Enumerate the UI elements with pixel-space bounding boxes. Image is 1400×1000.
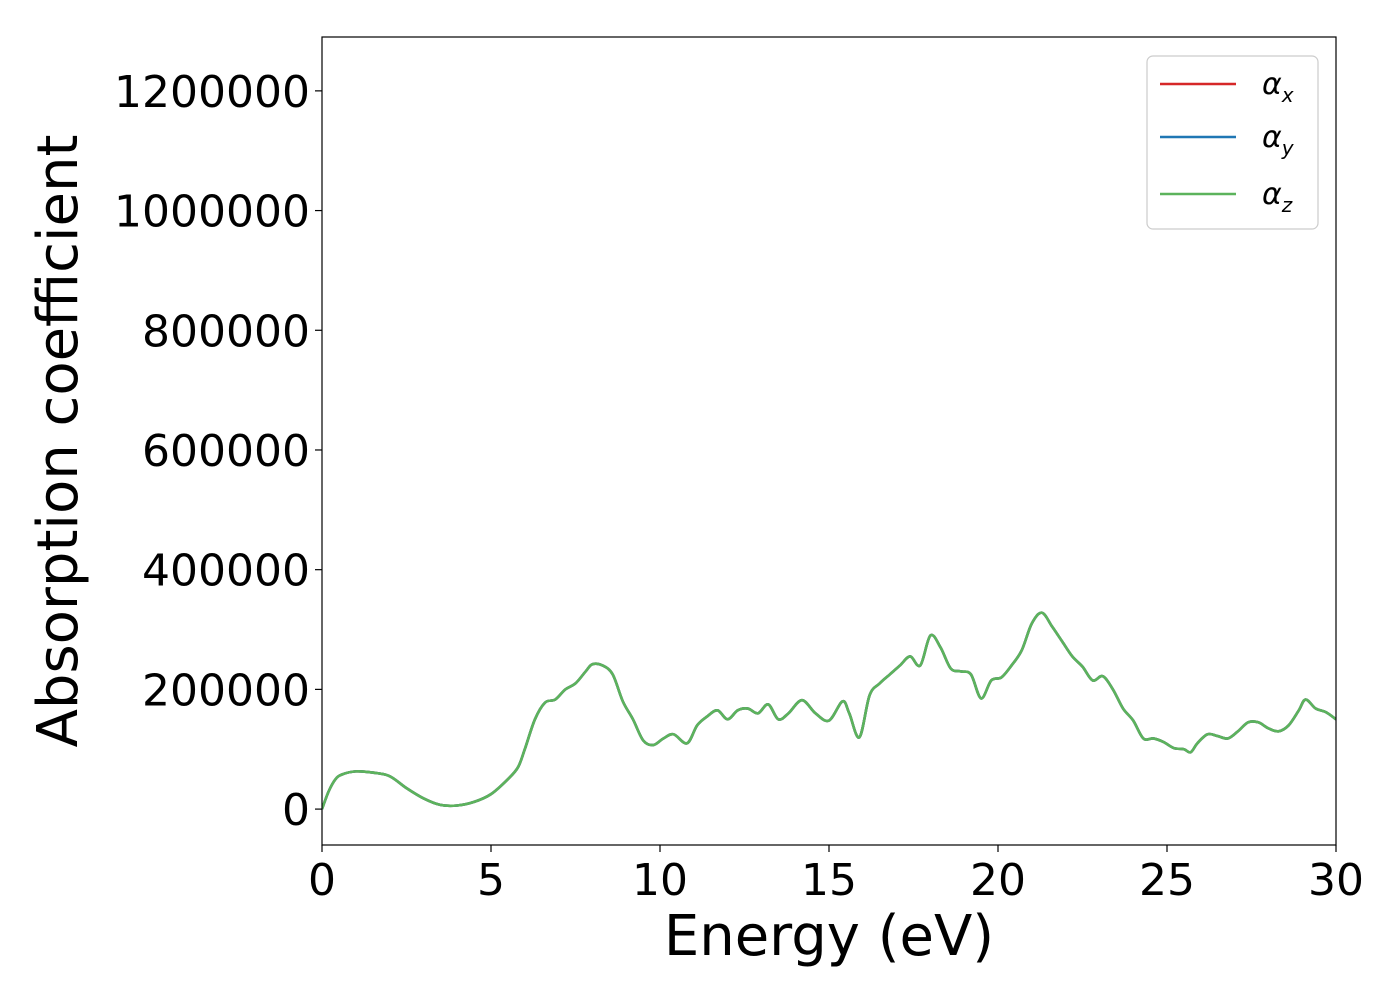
x-tick-label: 20: [970, 855, 1026, 906]
x-tick-label: 30: [1308, 855, 1364, 906]
x-tick-label: 10: [632, 855, 688, 906]
x-axis: 0 5 10 15 20 25 30: [308, 845, 1364, 906]
legend: αx αy αz: [1146, 55, 1319, 230]
legend-subscript-y: y: [1281, 136, 1295, 160]
x-tick-label: 5: [477, 855, 505, 906]
y-tick-label: 1200000: [114, 67, 310, 118]
y-tick-label: 400000: [142, 546, 310, 597]
y-tick-label: 1000000: [114, 187, 310, 238]
x-axis-title: Energy (eV): [664, 904, 994, 969]
legend-subscript-x: x: [1281, 83, 1294, 107]
legend-box: [1146, 55, 1319, 230]
x-tick-label: 0: [308, 855, 336, 906]
y-tick-label: 800000: [142, 306, 310, 357]
y-tick-label: 200000: [142, 665, 310, 716]
series-layer: [322, 611, 1336, 810]
y-tick-label: 0: [282, 785, 310, 836]
legend-subscript-z: z: [1281, 193, 1293, 217]
y-axis-title: Absorption coefficient: [26, 135, 91, 748]
y-tick-label: 600000: [142, 426, 310, 477]
x-tick-label: 25: [1139, 855, 1195, 906]
series-line-alpha-z: [322, 611, 1336, 810]
x-tick-label: 15: [801, 855, 857, 906]
y-axis: 0 200000 400000 600000 800000 1000000 1200000: [114, 67, 322, 836]
